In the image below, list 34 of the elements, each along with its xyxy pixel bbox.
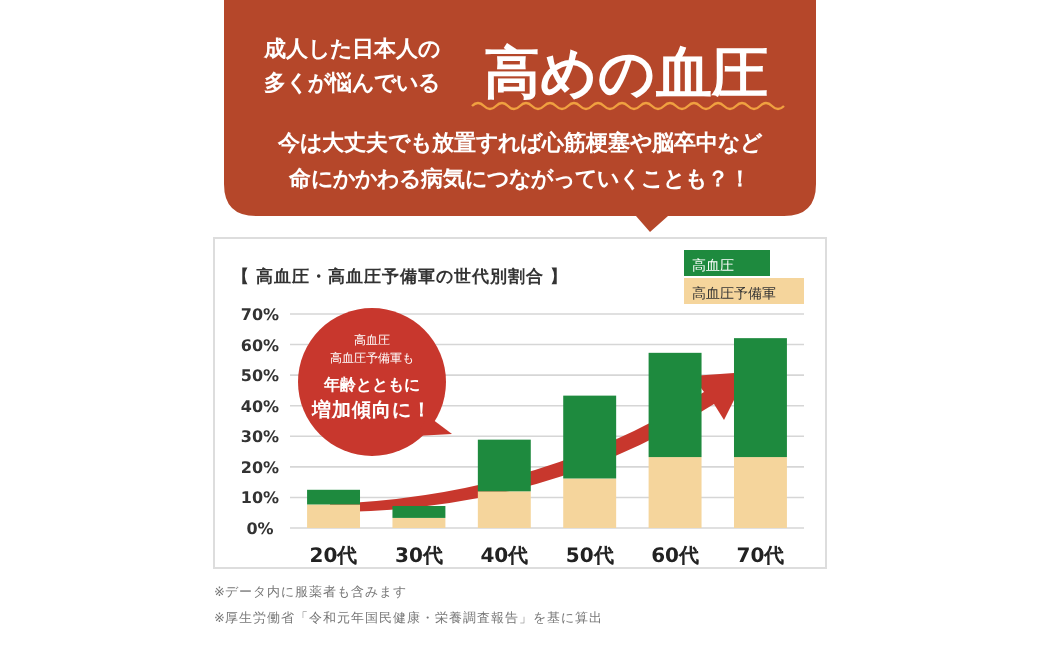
bar bbox=[307, 504, 361, 528]
bar bbox=[648, 457, 702, 528]
x-tick-label: 40代 bbox=[480, 544, 529, 568]
bar bbox=[392, 517, 446, 528]
text: 多くが悩んでいる bbox=[264, 70, 440, 96]
y-tick-label: 0% bbox=[246, 520, 274, 538]
text: 命にかかわる病気につながっていくことも？！ bbox=[287, 166, 751, 192]
x-tick-label: 50代 bbox=[565, 544, 614, 568]
x-tick-label: 60代 bbox=[651, 544, 699, 568]
bar bbox=[477, 439, 531, 492]
annotation: 年齢とともに bbox=[322, 376, 420, 394]
y-tick-label: 30% bbox=[240, 428, 280, 447]
bar bbox=[563, 395, 617, 479]
x-tick-label: 70代 bbox=[736, 544, 785, 568]
y-tick-label: 60% bbox=[240, 336, 280, 355]
text: 今は大丈夫でも放置すれば心筋梗塞や脳卒中など bbox=[276, 130, 764, 156]
text: 成人した日本人の bbox=[262, 36, 440, 62]
bar bbox=[563, 478, 617, 528]
bar bbox=[648, 352, 702, 458]
y-tick-label: 10% bbox=[240, 489, 280, 508]
annotation: 増加傾向に！ bbox=[310, 398, 432, 422]
y-tick-label: 40% bbox=[240, 397, 280, 416]
bar bbox=[733, 457, 787, 528]
bar bbox=[307, 489, 361, 505]
bar bbox=[477, 491, 531, 528]
text: 高めの血圧 bbox=[484, 40, 768, 106]
x-tick-label: 30代 bbox=[395, 544, 443, 568]
y-tick-label: 70% bbox=[240, 306, 280, 324]
x-tick-label: 20代 bbox=[309, 544, 358, 568]
bar bbox=[392, 505, 446, 518]
chart-title: 【 高血圧・高血圧予備軍の世代別割合 】 bbox=[232, 266, 568, 288]
y-tick-label: 50% bbox=[240, 367, 280, 386]
bar bbox=[733, 338, 787, 458]
y-tick-label: 20% bbox=[240, 458, 280, 477]
